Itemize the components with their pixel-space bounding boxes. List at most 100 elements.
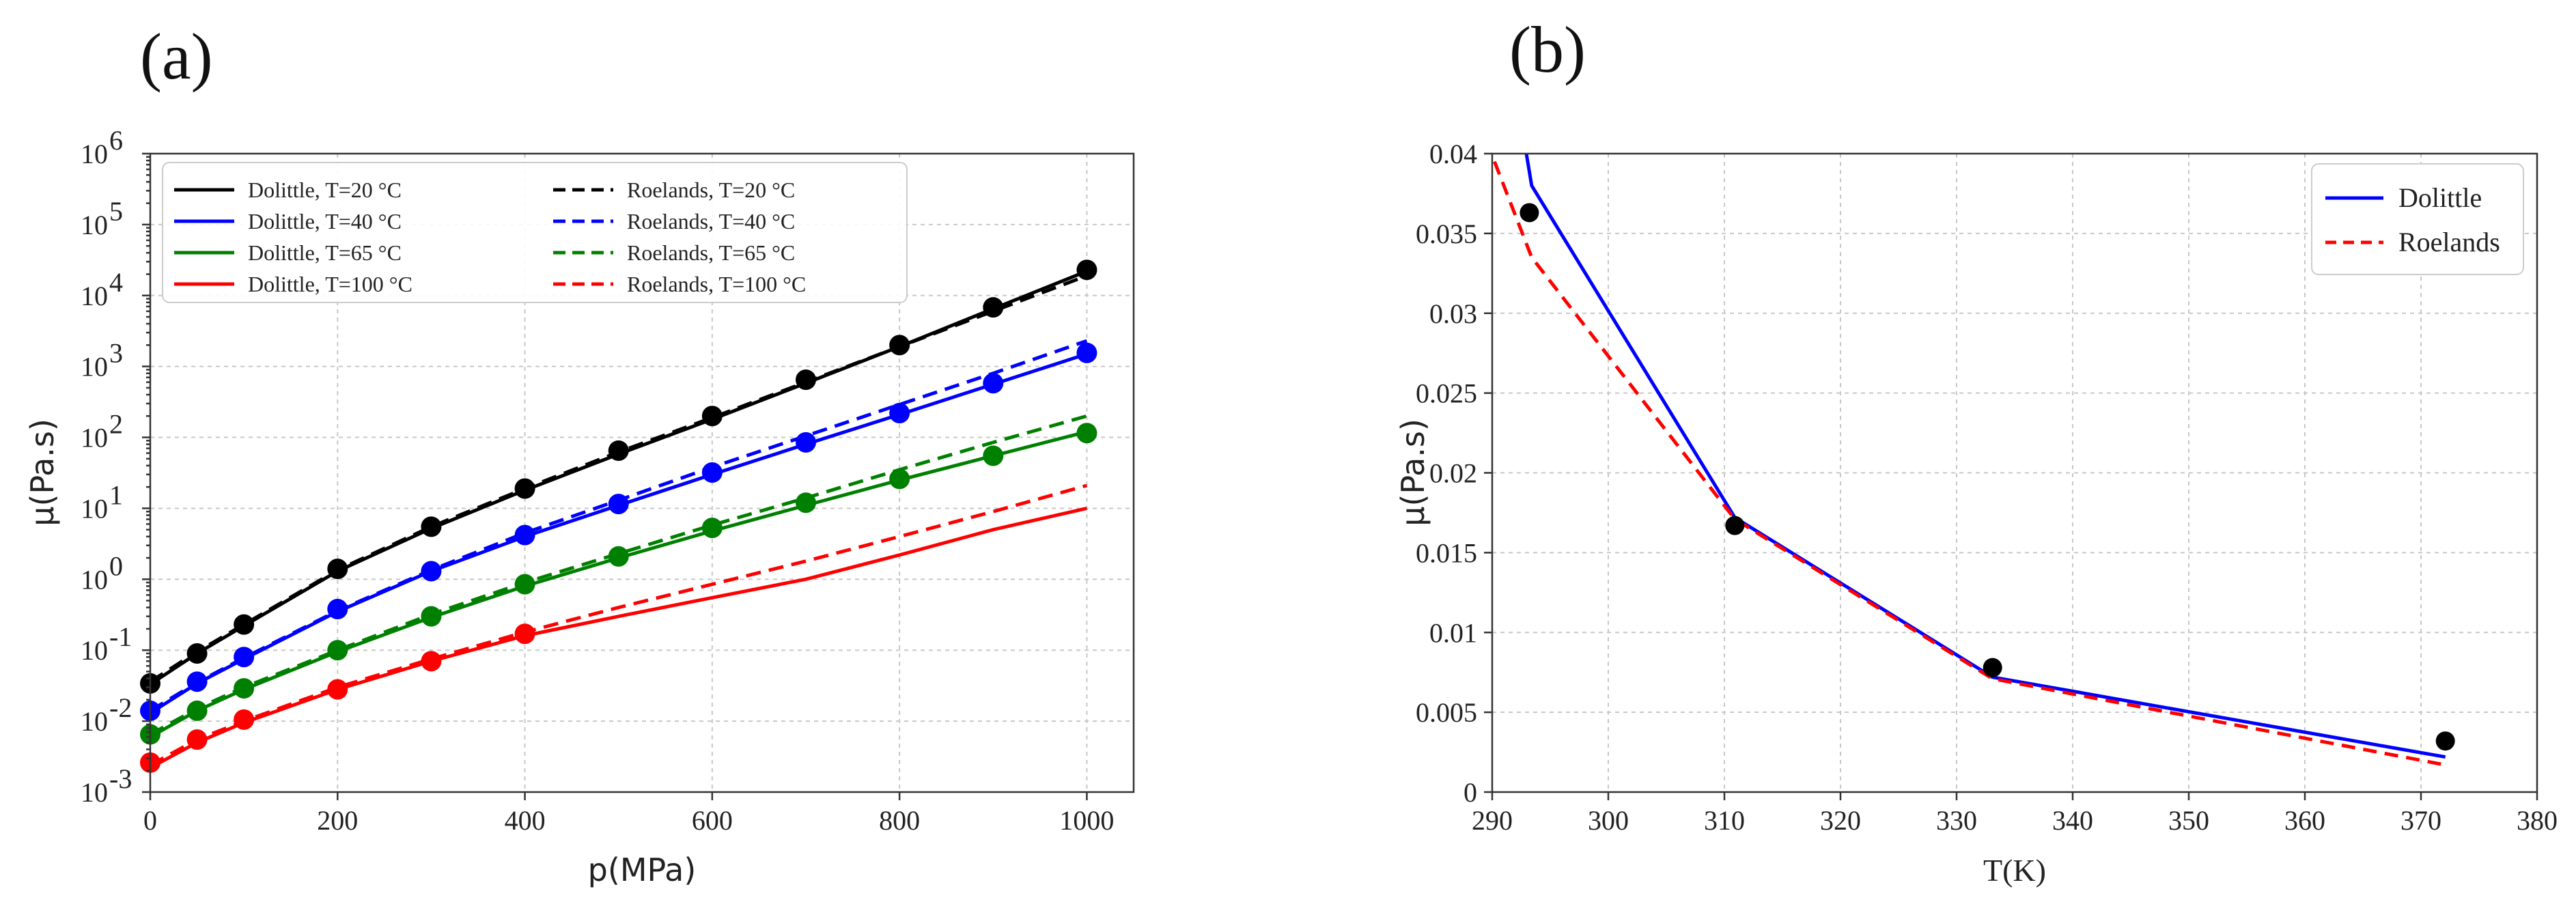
chart-a-ylabel: μ(Pa.s) — [24, 419, 61, 526]
chart-a-legend-entry: Roelands, T=100 °C — [627, 272, 806, 296]
chart-a-data-point — [1076, 342, 1097, 363]
chart-b-xtick-label: 370 — [2400, 805, 2441, 836]
chart-a-series-line — [149, 414, 1088, 736]
chart-a-data-point — [327, 679, 348, 700]
chart-a-series-line — [149, 429, 1088, 739]
chart-a-data-point — [421, 606, 442, 627]
chart-b-data-point — [1520, 203, 1539, 223]
chart-a-data-point — [983, 445, 1004, 466]
chart-b-data-point — [2435, 731, 2455, 751]
chart-b-xtick-label: 290 — [1472, 805, 1513, 836]
chart-a-data-point — [889, 468, 910, 490]
chart-b-xtick-label: 300 — [1588, 805, 1629, 836]
chart-a-ytick-label: 10 — [81, 706, 108, 737]
chart-a-data-point — [514, 524, 535, 546]
chart-a-data-point — [1076, 259, 1097, 281]
chart-a-data-point — [186, 671, 208, 692]
chart-a-ytick-label: 10 — [81, 210, 108, 240]
chart-a-ytick-label: 10 — [81, 281, 108, 311]
chart-a-legend-entry: Roelands, T=20 °C — [627, 178, 795, 202]
chart-a-data-point — [889, 402, 910, 423]
chart-b-xtick-label: 340 — [2052, 805, 2093, 836]
chart-a-data-point — [701, 462, 723, 483]
chart-a-data-point — [327, 598, 348, 619]
chart-a-data-point — [608, 494, 629, 515]
chart-a-data-point — [701, 406, 723, 427]
chart-a-data-point — [608, 440, 629, 461]
chart-a-legend-entry: Dolittle, T=40 °C — [248, 209, 402, 234]
chart-a-data-point — [186, 729, 208, 750]
chart-b-xtick-label: 310 — [1704, 805, 1745, 836]
chart-b-data-point — [1983, 658, 2002, 677]
chart-a: 0 200 400 600 800 1000 10 -310 -210 -110 010 110 21… — [24, 125, 1135, 888]
chart-a-ytick-exponent: 6 — [109, 125, 123, 156]
chart-a-data-point — [234, 647, 255, 668]
chart-a-data-point — [421, 651, 442, 672]
panel-letter-b: (b) — [1509, 13, 1586, 86]
chart-a-data-point — [327, 640, 348, 661]
chart-a-ytick-exponent: 4 — [109, 267, 123, 298]
chart-a-xtick-label: 200 — [317, 805, 358, 836]
chart-a-ytick-exponent: 2 — [109, 409, 123, 440]
chart-a-xtick-label: 1000 — [1059, 805, 1114, 836]
chart-a-ytick-label: 10 — [81, 139, 108, 169]
chart-a-ytick-label: 10 — [81, 352, 108, 382]
chart-a-ytick-label: 10 — [81, 423, 108, 453]
chart-a-series-line — [149, 269, 1088, 686]
chart-a-ytick-exponent: 3 — [109, 338, 123, 369]
chart-a-xtick-label: 800 — [879, 805, 920, 836]
chart-b-xtick-label: 360 — [2284, 805, 2325, 836]
chart-a-frame — [149, 152, 1135, 793]
chart-b-legend-entry: Roelands — [2398, 227, 2500, 257]
chart-b-ytick-label: 0.04 — [1429, 139, 1477, 169]
chart-a-data-point — [514, 574, 535, 595]
chart-a-legend-box — [162, 162, 908, 303]
chart-a-data-point — [514, 478, 535, 499]
chart-a-data-point — [1076, 423, 1097, 444]
chart-a-data-point — [608, 546, 629, 567]
chart-b-legend-entry: Dolittle — [2398, 182, 2482, 213]
chart-a-data-point — [796, 432, 816, 453]
chart-a-data-point — [983, 373, 1004, 394]
chart-a-ytick-exponent: 0 — [109, 550, 123, 581]
chart-b-ytick-label: 0.025 — [1416, 378, 1477, 409]
chart-b-legend-box — [2311, 163, 2524, 275]
chart-a-ytick-exponent: -2 — [109, 692, 132, 723]
chart-a-legend-entry: Dolittle, T=65 °C — [248, 240, 402, 265]
chart-a-data-point — [421, 516, 442, 537]
chart-a-data-point — [796, 369, 816, 391]
chart-a-legend-entry: Roelands, T=40 °C — [627, 209, 795, 234]
chart-a-data-point — [421, 561, 442, 582]
chart-a-ytick-label: 10 — [81, 777, 108, 808]
chart-a-ytick-exponent: 1 — [109, 479, 123, 510]
chart-a-data-point — [186, 700, 208, 721]
chart-a-data-point — [889, 335, 910, 356]
chart-b: 290 300 310 320 330 340 350 360 370 380 0 0.005 0.0… — [1395, 139, 2558, 888]
chart-a-legend-entry: Dolittle, T=20 °C — [248, 178, 402, 202]
chart-a-xtick-label: 600 — [692, 805, 733, 836]
chart-a-series-line — [149, 352, 1088, 715]
chart-b-series-line — [1493, 160, 2446, 767]
chart-a-data-point — [514, 623, 535, 645]
chart-a-data-point — [234, 678, 255, 699]
chart-a-xlabel: p(MPa) — [588, 851, 697, 888]
chart-b-ytick-label: 0.015 — [1416, 537, 1477, 568]
chart-b-ytick-label: 0.035 — [1416, 219, 1477, 249]
chart-b-xtick-label: 350 — [2168, 805, 2209, 836]
chart-b-ytick-label: 0.03 — [1429, 298, 1477, 329]
chart-a-series-line — [149, 339, 1088, 713]
chart-a-legend-entry: Roelands, T=65 °C — [627, 240, 795, 265]
chart-a-ytick-label: 10 — [81, 564, 108, 595]
chart-a-data-point — [234, 614, 255, 635]
chart-a-xtick-label: 0 — [143, 805, 157, 836]
chart-a-ytick-exponent: -1 — [109, 621, 132, 652]
chart-b-series-line — [1524, 154, 2446, 759]
chart-a-legend-entry: Dolittle, T=100 °C — [248, 272, 412, 296]
chart-b-ytick-label: 0 — [1464, 777, 1477, 808]
chart-b-xlabel: T(K) — [1983, 853, 2046, 888]
chart-a-data-point — [186, 643, 208, 664]
chart-b-xtick-label: 380 — [2517, 805, 2558, 836]
chart-a-legend: Dolittle, T=20 °C Dolittle, T=40 °C Dolitt… — [162, 162, 908, 303]
chart-b-legend: Dolittle Roelands — [2311, 163, 2524, 275]
